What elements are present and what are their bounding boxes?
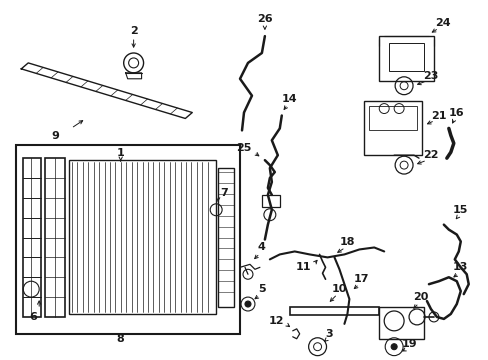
Text: 4: 4: [258, 243, 265, 252]
Bar: [69, 160, 216, 314]
Bar: [364, 100, 421, 155]
Bar: [388, 43, 423, 71]
Text: 21: 21: [430, 111, 446, 121]
Bar: [368, 105, 416, 130]
Text: 23: 23: [423, 71, 438, 81]
Bar: [218, 168, 234, 307]
Text: 22: 22: [422, 150, 438, 160]
Bar: [16, 145, 240, 334]
Text: 26: 26: [257, 14, 272, 24]
Text: 11: 11: [296, 262, 311, 272]
Text: 17: 17: [353, 274, 368, 284]
Text: 10: 10: [331, 284, 346, 294]
Bar: [379, 307, 423, 339]
Text: 24: 24: [434, 18, 450, 28]
Polygon shape: [21, 63, 192, 118]
Text: 5: 5: [258, 284, 265, 294]
Text: 9: 9: [51, 131, 59, 141]
Text: 8: 8: [117, 334, 124, 344]
Bar: [23, 158, 41, 317]
Text: 3: 3: [325, 329, 333, 339]
Bar: [262, 195, 279, 207]
Text: 19: 19: [401, 339, 416, 349]
Text: 25: 25: [236, 143, 251, 153]
Circle shape: [390, 344, 396, 350]
Text: 13: 13: [452, 262, 468, 272]
Text: 14: 14: [282, 94, 297, 104]
Circle shape: [244, 301, 250, 307]
Text: 18: 18: [339, 237, 354, 247]
Text: 6: 6: [29, 312, 37, 322]
Bar: [379, 36, 433, 81]
Text: 15: 15: [452, 205, 468, 215]
Text: 7: 7: [220, 188, 227, 198]
Text: 1: 1: [117, 148, 124, 158]
Bar: [45, 158, 65, 317]
Text: 2: 2: [129, 26, 137, 36]
Bar: [289, 307, 379, 315]
Text: 16: 16: [448, 108, 464, 117]
Text: 12: 12: [268, 316, 283, 326]
Text: 20: 20: [412, 292, 428, 302]
